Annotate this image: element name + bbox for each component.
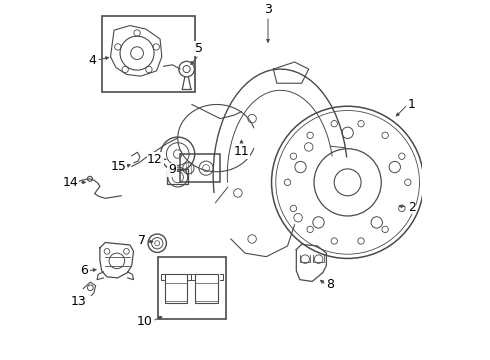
Bar [158, 257, 225, 319]
Text: 9: 9 [168, 163, 176, 176]
Bar [179, 154, 220, 183]
Bar [196, 274, 219, 303]
Bar [167, 169, 188, 184]
Text: 10: 10 [136, 315, 152, 328]
Text: 14: 14 [63, 176, 79, 189]
Text: 6: 6 [80, 264, 88, 277]
Text: 1: 1 [408, 98, 416, 111]
Bar [101, 16, 196, 92]
Text: 8: 8 [326, 279, 334, 292]
Text: 15: 15 [111, 160, 126, 173]
Text: 12: 12 [147, 153, 163, 166]
Text: 11: 11 [234, 145, 249, 158]
Bar [165, 274, 187, 303]
Text: 7: 7 [138, 234, 146, 247]
Text: 2: 2 [408, 201, 416, 213]
Text: 4: 4 [89, 54, 97, 67]
Text: 5: 5 [195, 42, 203, 55]
Text: 13: 13 [71, 295, 87, 308]
Text: 3: 3 [264, 3, 272, 16]
